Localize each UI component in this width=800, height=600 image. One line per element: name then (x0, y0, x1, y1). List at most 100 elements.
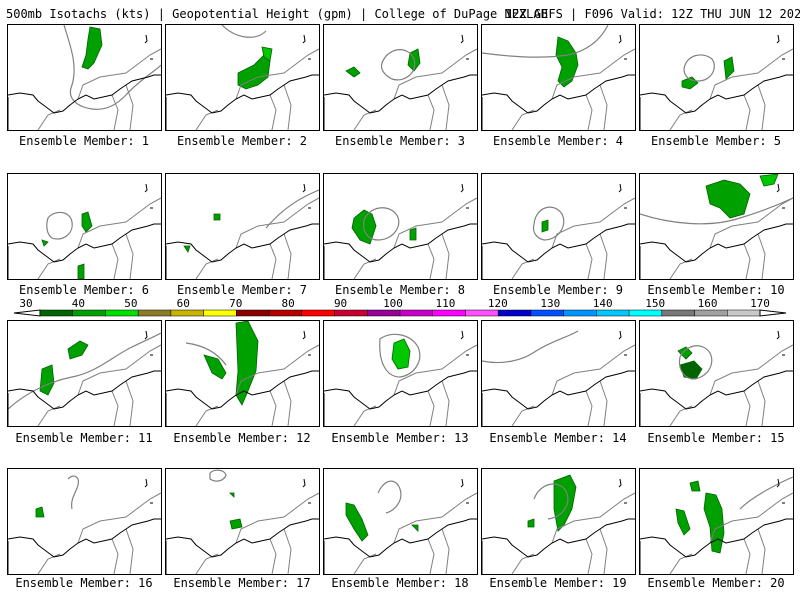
map-canvas (166, 321, 319, 426)
coastline (618, 478, 622, 488)
colorbar-swatch (497, 309, 532, 317)
height-contour (482, 25, 609, 58)
colorbar-tick-label: 100 (383, 297, 403, 310)
ensemble-map-panel (481, 468, 636, 575)
colorbar-swatch (236, 309, 270, 317)
panel-label: Ensemble Member: 13 (331, 431, 469, 445)
ensemble-map-panel (7, 173, 162, 280)
border-line (757, 380, 766, 426)
coastline (324, 223, 477, 263)
coastline (776, 478, 780, 488)
colorbar-swatch (170, 309, 204, 317)
height-contour (185, 342, 227, 366)
isotach-shading (229, 518, 243, 530)
isotach-shading (677, 346, 693, 360)
coastline (460, 330, 464, 340)
map-canvas (8, 475, 161, 574)
border-line (37, 405, 61, 426)
ensemble-map-panel (165, 320, 320, 427)
panel-label: Ensemble Member: 6 (18, 283, 150, 297)
border-line (585, 94, 593, 130)
ensemble-map-panel (639, 320, 794, 427)
panel-label: Ensemble Member: 5 (650, 134, 782, 148)
border-line (441, 380, 450, 426)
border-line (757, 233, 766, 279)
border-line (599, 84, 608, 130)
colorbar-tick-label: 90 (333, 297, 348, 310)
panel-label: Ensemble Member: 4 (492, 134, 624, 148)
border-line (427, 243, 435, 279)
border-line (111, 94, 119, 130)
colorbar-tick-label: 50 (124, 297, 138, 310)
border-line (709, 197, 793, 249)
ensemble-map-panel (481, 320, 636, 427)
border-line (111, 390, 119, 426)
isotach-shading (229, 492, 235, 498)
border-line (283, 528, 292, 574)
run-info: 12Z GEFS | F096 Valid: 12Z THU JUN 12 20… (505, 7, 800, 21)
isotach-shading (555, 36, 579, 88)
coastline (144, 478, 148, 488)
ensemble-map-panel (323, 173, 478, 280)
height-contour (482, 330, 579, 364)
isotach-shading (703, 492, 725, 554)
border-line (441, 84, 450, 130)
isotach-shading (77, 263, 85, 279)
border-line (551, 197, 635, 249)
isotach-shading (39, 364, 55, 396)
border-line (269, 243, 277, 279)
colorbar-swatch (465, 309, 499, 317)
height-contour (265, 189, 319, 229)
border-line (427, 538, 435, 574)
border-line (125, 233, 134, 279)
isotach-shading (409, 227, 417, 241)
border-line (757, 528, 766, 574)
border-line (37, 109, 61, 130)
map-canvas (482, 25, 635, 130)
height-contour (379, 333, 421, 378)
border-line (195, 553, 219, 574)
border-line (585, 243, 593, 279)
coastline (166, 518, 319, 558)
isotach-shading (81, 26, 103, 70)
ensemble-map-panel (7, 320, 162, 427)
isotach-shading (67, 340, 89, 360)
coastline (640, 74, 793, 114)
colorbar-swatch (399, 309, 433, 317)
isotach-shading (553, 474, 577, 532)
ensemble-map-panel (165, 173, 320, 280)
border-line (393, 492, 477, 544)
coastline (618, 330, 622, 340)
coastline (482, 223, 635, 263)
border-line (195, 258, 219, 279)
panel-label: Ensemble Member: 20 (647, 576, 785, 590)
ensemble-map-panel (323, 320, 478, 427)
border-line (669, 553, 693, 574)
border-line (511, 109, 535, 130)
map-canvas (482, 474, 635, 574)
isotach-shading (35, 506, 45, 518)
border-line (427, 94, 435, 130)
colorbar-swatch (694, 309, 728, 317)
isotach-shading (411, 524, 419, 532)
map-canvas (166, 25, 319, 130)
coastline (618, 183, 622, 193)
map-canvas (482, 330, 635, 426)
coastline (776, 34, 780, 44)
border-line (511, 258, 535, 279)
border-line (37, 258, 61, 279)
border-line (709, 344, 793, 396)
border-line (743, 390, 751, 426)
height-contour (678, 345, 713, 380)
colorbar-tick-label: 80 (281, 297, 295, 310)
border-line (585, 538, 593, 574)
border-line (77, 492, 161, 544)
colorbar-arrow-right (759, 309, 787, 317)
border-line (743, 538, 751, 574)
coastline (166, 223, 319, 263)
border-line (77, 197, 161, 249)
ensemble-map-panel (639, 468, 794, 575)
panel-label: Ensemble Member: 12 (173, 431, 311, 445)
colorbar-labels: 30 40 50 60 70 80 90 100 110 120 130 140 150 160 170 (0, 297, 800, 310)
coastline (776, 330, 780, 340)
